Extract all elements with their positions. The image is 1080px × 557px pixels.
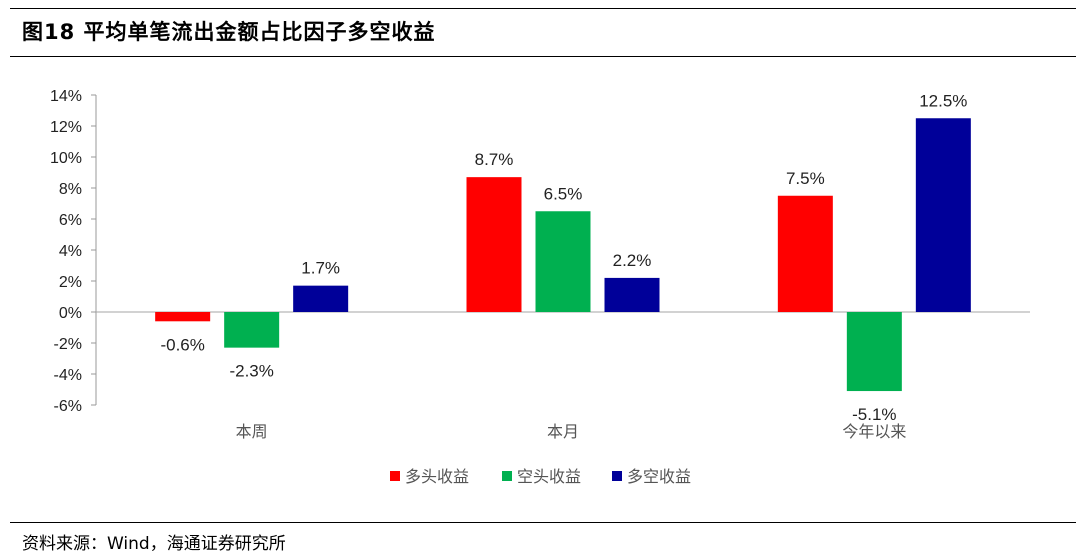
x-category-label: 本周 bbox=[236, 423, 268, 441]
x-category-label: 今年以来 bbox=[842, 423, 906, 441]
bottom-rule bbox=[10, 522, 1076, 523]
y-tick-label: 2% bbox=[59, 274, 82, 291]
y-tick-label: 0% bbox=[59, 305, 82, 322]
y-tick-label: 6% bbox=[59, 212, 82, 229]
data-label: 6.5% bbox=[544, 184, 583, 203]
legend-label: 多空收益 bbox=[627, 468, 691, 486]
y-tick-label: -2% bbox=[54, 336, 82, 353]
legend-swatch bbox=[612, 471, 622, 481]
title-rule bbox=[10, 56, 1076, 57]
legend-label: 多头收益 bbox=[405, 468, 469, 486]
data-label: 12.5% bbox=[919, 91, 967, 110]
bar bbox=[293, 285, 349, 312]
y-tick-label: 14% bbox=[50, 88, 82, 105]
bar bbox=[604, 277, 660, 312]
source-note: 资料来源：Wind，海通证券研究所 bbox=[22, 534, 286, 554]
data-label: -5.1% bbox=[852, 405, 896, 424]
bar bbox=[777, 195, 833, 312]
y-tick-label: 12% bbox=[50, 119, 82, 136]
y-tick-label: -6% bbox=[54, 398, 82, 415]
bar bbox=[155, 312, 211, 322]
bar bbox=[915, 118, 971, 312]
bar bbox=[224, 312, 280, 348]
data-label: 2.2% bbox=[613, 251, 652, 270]
data-label: -0.6% bbox=[160, 335, 204, 354]
bar bbox=[466, 177, 522, 312]
legend-label: 空头收益 bbox=[517, 468, 581, 486]
y-tick-label: -4% bbox=[54, 367, 82, 384]
legend-swatch bbox=[390, 471, 400, 481]
x-category-label: 本月 bbox=[547, 423, 579, 441]
y-tick-label: 4% bbox=[59, 243, 82, 260]
bar bbox=[846, 312, 902, 392]
top-rule bbox=[10, 8, 1076, 9]
y-tick-label: 10% bbox=[50, 150, 82, 167]
data-label: 1.7% bbox=[301, 259, 340, 278]
figure-title: 图18 平均单笔流出金额占比因子多空收益 bbox=[22, 20, 436, 44]
data-label: 7.5% bbox=[786, 169, 825, 188]
y-tick-label: 8% bbox=[59, 181, 82, 198]
legend-swatch bbox=[502, 471, 512, 481]
bar bbox=[535, 211, 591, 312]
data-label: 8.7% bbox=[475, 150, 514, 169]
data-label: -2.3% bbox=[229, 362, 273, 381]
